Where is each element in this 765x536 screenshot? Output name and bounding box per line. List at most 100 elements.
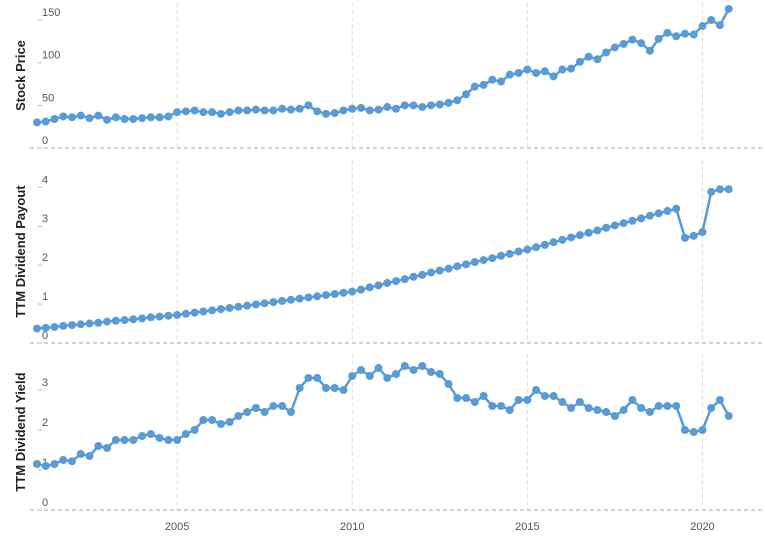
point — [225, 108, 234, 117]
point — [111, 316, 120, 325]
point — [488, 254, 497, 263]
point — [225, 303, 234, 312]
point — [418, 270, 427, 279]
point — [567, 233, 576, 242]
point — [672, 402, 681, 410]
point — [400, 275, 409, 284]
point — [523, 245, 532, 254]
point — [313, 292, 322, 301]
point — [715, 185, 724, 194]
point — [50, 460, 59, 468]
point — [111, 113, 120, 122]
point — [251, 105, 260, 114]
point — [663, 28, 672, 37]
line — [36, 187, 729, 330]
point — [348, 287, 357, 296]
point — [418, 362, 427, 370]
point — [339, 386, 348, 394]
point — [208, 108, 217, 117]
point — [479, 80, 488, 89]
point — [444, 380, 453, 388]
point — [680, 29, 689, 38]
point — [146, 313, 155, 322]
point — [208, 416, 217, 424]
point — [505, 249, 514, 258]
point — [400, 362, 409, 370]
point — [138, 432, 147, 440]
point — [497, 402, 506, 410]
point — [470, 258, 479, 267]
y-axis-label: TTM Dividend Yield — [13, 372, 28, 491]
point — [173, 436, 182, 444]
point — [374, 105, 383, 114]
point — [610, 412, 619, 420]
y-tick-label: 3 — [42, 377, 48, 389]
point — [94, 442, 103, 450]
point — [251, 404, 260, 412]
point — [724, 412, 733, 420]
point — [497, 77, 506, 86]
point — [339, 106, 348, 115]
point — [68, 113, 77, 122]
point — [689, 231, 698, 240]
point — [672, 32, 681, 41]
line — [36, 364, 730, 468]
point — [427, 268, 436, 277]
point — [628, 216, 637, 225]
point — [479, 392, 488, 400]
point — [470, 82, 479, 91]
point — [584, 404, 593, 412]
point — [707, 404, 716, 412]
point — [549, 238, 558, 247]
point — [59, 456, 68, 464]
y-tick-label: 0 — [42, 135, 48, 147]
y-tick-label: 100 — [42, 50, 60, 62]
point — [435, 266, 444, 275]
point — [444, 264, 453, 273]
point — [409, 272, 418, 281]
point — [532, 68, 541, 77]
point — [85, 452, 94, 460]
point — [540, 240, 549, 249]
point — [488, 75, 497, 84]
point — [164, 112, 173, 121]
point — [558, 235, 567, 244]
point — [225, 418, 234, 426]
point — [181, 107, 190, 116]
point — [216, 109, 225, 118]
y-tick-label: 0 — [42, 497, 48, 509]
point — [698, 22, 707, 31]
point — [427, 368, 436, 376]
point — [514, 68, 523, 77]
point — [680, 426, 689, 434]
point — [278, 104, 287, 113]
point — [190, 426, 199, 434]
point — [715, 396, 724, 404]
point — [76, 450, 85, 458]
point — [269, 402, 278, 410]
point — [383, 103, 392, 112]
point — [523, 65, 532, 74]
y-tick-label: 1 — [42, 291, 48, 303]
point — [313, 374, 322, 382]
point — [383, 279, 392, 288]
point — [689, 30, 698, 39]
point — [637, 39, 646, 48]
point — [383, 374, 392, 382]
point — [190, 106, 199, 115]
point — [295, 104, 304, 113]
point — [120, 436, 129, 444]
point — [365, 283, 374, 292]
point — [637, 214, 646, 223]
point — [269, 298, 278, 307]
point — [409, 101, 418, 110]
point — [680, 233, 689, 242]
point — [234, 412, 243, 420]
point — [33, 118, 42, 127]
point — [286, 408, 295, 416]
point — [663, 207, 672, 216]
point — [584, 228, 593, 237]
point — [418, 103, 427, 112]
point — [138, 114, 147, 123]
point — [129, 315, 138, 324]
